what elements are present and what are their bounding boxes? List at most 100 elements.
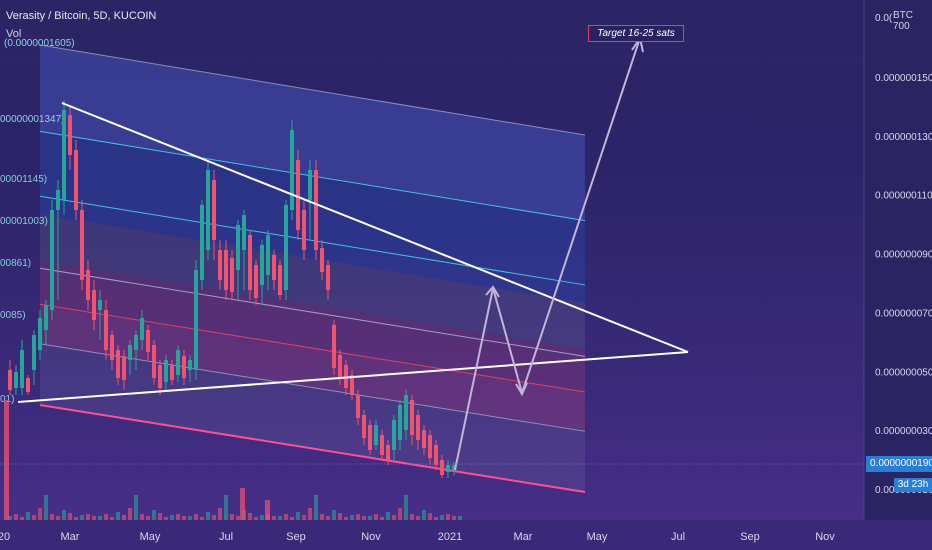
volume-bar-61	[374, 514, 378, 520]
candle-body-4	[32, 335, 36, 370]
volume-bar-54	[332, 510, 336, 520]
volume-bar-1	[14, 514, 18, 520]
candle-body-49	[302, 210, 306, 250]
time-tick-2: May	[140, 531, 161, 543]
volume-bar-73	[446, 514, 450, 520]
volume-bar-47	[290, 517, 294, 520]
candle-body-59	[362, 415, 366, 438]
candle-body-30	[188, 360, 192, 370]
volume-bar-63	[386, 512, 390, 520]
trendline-upper	[61, 102, 689, 353]
current-price-tag: 0.0000000190	[866, 456, 932, 472]
time-tick-3: Jul	[219, 531, 233, 543]
volume-bar-3	[26, 512, 30, 520]
volume-bar-69	[422, 510, 426, 520]
candle-body-16	[104, 310, 108, 350]
volume-bar-33	[206, 512, 210, 520]
candle-body-64	[392, 420, 396, 450]
candle-body-43	[266, 235, 270, 275]
candle-body-3	[26, 378, 30, 392]
volume-bar-55	[338, 513, 342, 520]
volume-bar-20	[128, 508, 132, 520]
volume-bar-32	[200, 517, 204, 520]
candle-body-52	[320, 248, 324, 272]
volume-bar-12	[80, 515, 84, 520]
candle-body-61	[374, 425, 378, 445]
volume-bar-24	[152, 510, 156, 520]
candle-body-53	[326, 265, 330, 290]
volume-bar-5	[38, 508, 42, 520]
volume-bar-7	[50, 514, 54, 520]
candle-body-15	[98, 300, 102, 310]
candle-body-2	[20, 350, 24, 388]
time-tick-7: Mar	[514, 531, 533, 543]
candle-body-72	[440, 460, 444, 475]
candle-body-38	[236, 225, 240, 270]
volume-bar-57	[350, 515, 354, 520]
candle-body-29	[182, 356, 186, 378]
candle-body-23	[146, 330, 150, 352]
candle-body-54	[332, 325, 336, 368]
volume-bar-66	[404, 495, 408, 520]
volume-bar-16	[104, 514, 108, 520]
fib-label-6: 01)	[0, 394, 14, 405]
candle-body-50	[308, 170, 312, 200]
fib-label-1: 00000001347)	[0, 114, 65, 125]
chart-title: Verasity / Bitcoin, 5D, KUCOIN	[6, 10, 157, 22]
candle-body-41	[254, 265, 258, 298]
volume-bar-37	[230, 514, 234, 520]
volume-bar-4	[32, 515, 36, 520]
candle-body-14	[92, 290, 96, 320]
candle-body-1	[14, 372, 18, 388]
time-tick-6: 2021	[438, 531, 462, 543]
candle-body-57	[350, 375, 354, 395]
candle-body-8	[56, 190, 60, 210]
candle-body-10	[68, 115, 72, 155]
volume-bar-60	[368, 516, 372, 520]
candle-body-71	[434, 445, 438, 465]
candle-body-33	[206, 170, 210, 250]
volume-bar-peak	[240, 488, 245, 520]
volume-bar-29	[182, 516, 186, 520]
candle-body-40	[248, 235, 252, 290]
time-tick-11: Nov	[815, 531, 835, 543]
volume-bar-17	[110, 517, 114, 520]
fib-label-2: 00001145)	[0, 174, 47, 185]
candle-body-42	[260, 245, 264, 285]
volume-bar-31	[194, 514, 198, 520]
candle-body-63	[386, 445, 390, 460]
volume-bar-42	[260, 515, 264, 520]
volume-bar-peak2	[265, 500, 270, 520]
candle-body-20	[128, 345, 132, 360]
target-annotation[interactable]: Target 16-25 sats	[588, 25, 684, 42]
volume-bar-11	[74, 517, 78, 520]
volume-bar-36	[224, 495, 228, 520]
volume-bar-45	[278, 516, 282, 520]
fib-band-0	[40, 45, 585, 221]
fib-line-1	[39, 130, 586, 222]
candle-body-21	[134, 335, 138, 350]
candle-body-13	[86, 270, 90, 300]
projection-path	[454, 37, 641, 471]
volume-bar-62	[380, 517, 384, 520]
price-axis-bg	[864, 0, 932, 520]
volume-bar-9	[62, 510, 66, 520]
candle-body-56	[344, 365, 348, 388]
candle-body-48	[296, 160, 300, 230]
volume-bar-41	[254, 517, 258, 520]
arrowhead-2	[515, 382, 528, 397]
volume-bar-28	[176, 514, 180, 520]
unit-label: BTC	[893, 10, 913, 21]
volume-bar-53	[326, 516, 330, 520]
volume-bar-49	[302, 515, 306, 520]
candle-body-70	[428, 435, 432, 458]
candle-body-44	[272, 255, 276, 280]
volume-bar-48	[296, 512, 300, 520]
fib-label-4: 00861)	[0, 258, 31, 269]
volume-bar-52	[320, 514, 324, 520]
volume-label: Vol	[6, 28, 22, 40]
